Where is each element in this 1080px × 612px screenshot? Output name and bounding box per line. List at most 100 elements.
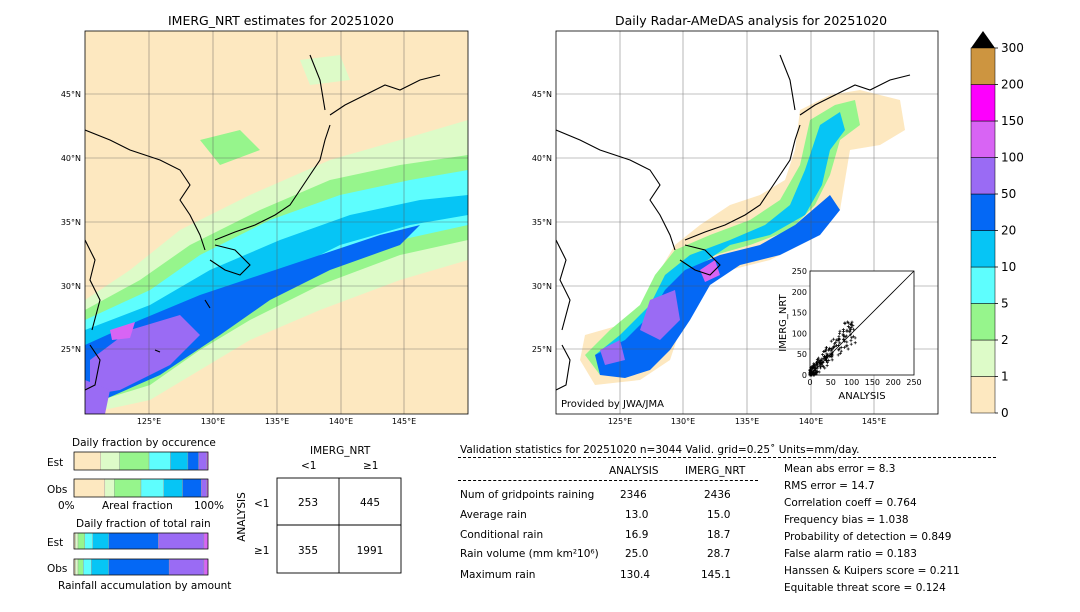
scatter-xtick: 0 [807,378,812,387]
scatter-ytick: 100 [792,329,807,338]
score-line: Hanssen & Kuipers score = 0.211 [784,565,960,577]
scatter-point [837,348,841,352]
scatter-point [808,373,812,377]
contingency-col-label: ≥1 [363,460,379,472]
scatter-point [839,349,843,353]
colorbar-segment [970,120,996,158]
validation-col-analysis: ANALYSIS [609,465,659,477]
score-line: False alarm ratio = 0.183 [784,548,917,560]
fraction-segment [77,558,84,576]
colorbar-segment [970,266,996,304]
left-lon-label: 145°E [392,417,416,426]
right-lon-label: 140°E [799,417,823,426]
scatter-point [830,358,834,362]
left-lat-label: 25°N [61,345,81,354]
scatter-point [823,350,827,354]
right-map-title: Daily Radar-AMeDAS analysis for 20251020 [615,13,888,28]
colorbar-segment [970,157,996,195]
colorbar-extend-arrow [971,31,995,48]
contingency-cell: 355 [298,545,318,557]
occurrence-row-est: Est [47,457,64,469]
occurrence-row-obs: Obs [47,484,68,496]
scatter-point [821,353,825,357]
stat-imerg-value: 2436 [704,489,731,501]
colorbar-label: 10 [1001,260,1016,274]
scatter-point [853,336,857,340]
fraction-bar-frame [73,558,209,576]
fraction-segment [201,478,207,498]
right-lat-label: 30°N [532,282,552,291]
occurrence-axis-min: 0% [58,500,75,512]
scatter-point [849,342,853,346]
colorbar-label: 1 [1001,370,1009,384]
fraction-segment [170,451,189,471]
scatter-point [812,373,816,377]
fraction-segment [148,451,171,471]
fraction-segment [91,558,110,576]
scatter-point [848,330,852,334]
left-map-title: IMERG_NRT estimates for 20251020 [168,13,395,28]
fraction-segment [73,478,106,498]
scatter-point [836,353,840,357]
stat-label: Conditional rain [460,529,544,541]
score-line: Correlation coeff = 0.764 [784,497,917,509]
scatter-point [843,321,847,325]
scatter-xtick: 50 [826,378,836,387]
scatter-point [851,324,855,328]
scatter-point [829,339,833,343]
validation-col-imerg: IMERG_NRT [685,465,746,477]
scatter-xtick: 250 [906,378,921,387]
left-lat-label: 35°N [61,218,81,227]
fraction-segment [114,478,142,498]
left-lon-label: 130°E [201,417,225,426]
scatter-point [842,334,846,338]
scatter-point [817,370,821,374]
scatter-point [811,364,815,368]
scatter-point [842,346,846,350]
scatter-point [849,339,853,343]
scatter-point [839,345,843,349]
scatter-point [848,333,852,337]
colorbar-label: 20 [1001,224,1016,238]
scatter-point [831,346,835,350]
fraction-segment [73,451,101,471]
fraction-segment [187,451,199,471]
scatter-point [849,323,853,327]
occurrence-axis-max: 100% [194,500,225,512]
scatter-ylabel: IMERG_NRT [778,293,789,351]
scatter-point [824,359,828,363]
score-line: Mean abs error = 8.3 [784,463,896,475]
scatter-point [846,321,850,325]
score-line: Frequency bias = 1.038 [784,514,909,526]
scatter-point [838,329,842,333]
scatter-point [808,369,812,373]
scatter-point [812,368,816,372]
scatter-point [809,366,813,370]
left-lon-label: 125°E [137,417,161,426]
colorbar-label: 0 [1001,406,1009,420]
credit-label: Provided by JWA/JMA [561,399,664,410]
left-map: 45°N 40°N 35°N 30°N 25°N 125°E 130°E 135… [61,30,469,426]
contingency-row-title: ANALYSIS [236,492,248,542]
right-map: 45°N 40°N 35°N 30°N 25°N 125°E 130°E 135… [532,30,939,426]
scatter-point [817,359,821,363]
fraction-segment [140,478,164,498]
scatter-point [845,328,849,332]
scatter-point [811,370,815,374]
colorbar-segment [970,339,996,377]
scatter-point [823,354,827,358]
validation-header: Validation statistics for 20251020 n=304… [460,444,860,456]
scatter-point [833,345,837,349]
scatter-point [820,358,824,362]
scatter-point [815,369,819,373]
stat-analysis-value: 25.0 [625,548,649,560]
fraction-segment [92,532,110,550]
scatter-point [835,344,839,348]
scatter-point [850,320,854,324]
scatter-point [845,340,849,344]
scatter-ytick: 0 [802,371,807,380]
scatter-xtick: 150 [865,378,880,387]
fraction-bar-frame [73,478,209,498]
colorbar-label: 2 [1001,333,1009,347]
fraction-segment [163,478,183,498]
